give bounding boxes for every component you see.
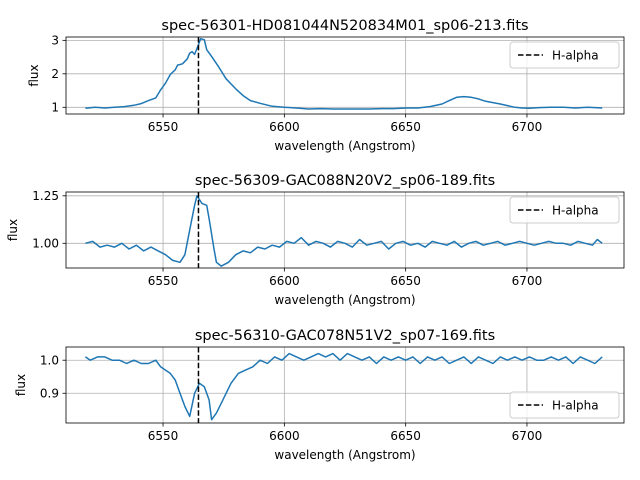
axes-frame: [65, 191, 625, 269]
legend: H-alpha: [509, 196, 620, 224]
y-axis-label: flux: [14, 374, 28, 396]
x-tick-label: 6600: [269, 274, 300, 288]
y-axis-label: flux: [27, 64, 41, 86]
x-tick-label: 6600: [269, 429, 300, 443]
x-tick-label: 6700: [512, 120, 543, 134]
x-axis-label: wavelength (Angstrom): [274, 293, 415, 307]
x-tick-label: 6650: [390, 120, 421, 134]
legend-label: H-alpha: [552, 398, 599, 412]
x-axis-label: wavelength (Angstrom): [274, 448, 415, 462]
y-axis-label: flux: [6, 219, 20, 241]
legend-label: H-alpha: [552, 203, 599, 217]
axes-frame: [65, 36, 625, 115]
x-tick-label: 6600: [269, 120, 300, 134]
legend-label: H-alpha: [552, 48, 599, 62]
subplot-2: 6550 6600 6650 6700 1.00 1.25 spec-56309-GAC08…: [6, 173, 625, 307]
x-tick-label: 6700: [512, 274, 543, 288]
legend-box: [509, 196, 620, 224]
legend: H-alpha: [509, 41, 620, 69]
subplot-1: 6550 6600 6650 6700 1 2 3 spec-56301-HD081044N5…: [27, 18, 625, 153]
subplot-title: spec-56310-GAC078N51V2_sp07-169.fits: [195, 328, 495, 344]
y-tick-label: 0.9: [40, 387, 59, 401]
x-axis-label: wavelength (Angstrom): [274, 139, 415, 153]
legend: H-alpha: [509, 391, 620, 419]
subplot-3: 6550 6600 6650 6700 0.9 1.0 spec-56310-GAC078N…: [14, 328, 625, 462]
legend-box: [509, 41, 620, 69]
x-tick-label: 6700: [512, 429, 543, 443]
axes-frame: [65, 346, 625, 424]
y-tick-label: 2: [51, 67, 59, 81]
series-line: [85, 195, 603, 267]
legend-box: [509, 391, 620, 419]
y-tick-label: 1.0: [40, 354, 59, 368]
series-line: [84, 352, 603, 421]
y-tick-label: 1.25: [32, 189, 59, 203]
y-tick-label: 1.00: [32, 237, 59, 251]
y-tick-label: 3: [51, 34, 59, 48]
x-tick-label: 6550: [148, 120, 179, 134]
series-line: [85, 37, 603, 110]
subplot-title: spec-56309-GAC088N20V2_sp06-189.fits: [195, 173, 495, 189]
y-tick-label: 1: [51, 101, 59, 115]
x-tick-label: 6650: [390, 274, 421, 288]
x-tick-label: 6550: [148, 429, 179, 443]
subplot-title: spec-56301-HD081044N520834M01_sp06-213.f…: [161, 18, 528, 34]
x-tick-label: 6550: [148, 274, 179, 288]
x-tick-label: 6650: [390, 429, 421, 443]
